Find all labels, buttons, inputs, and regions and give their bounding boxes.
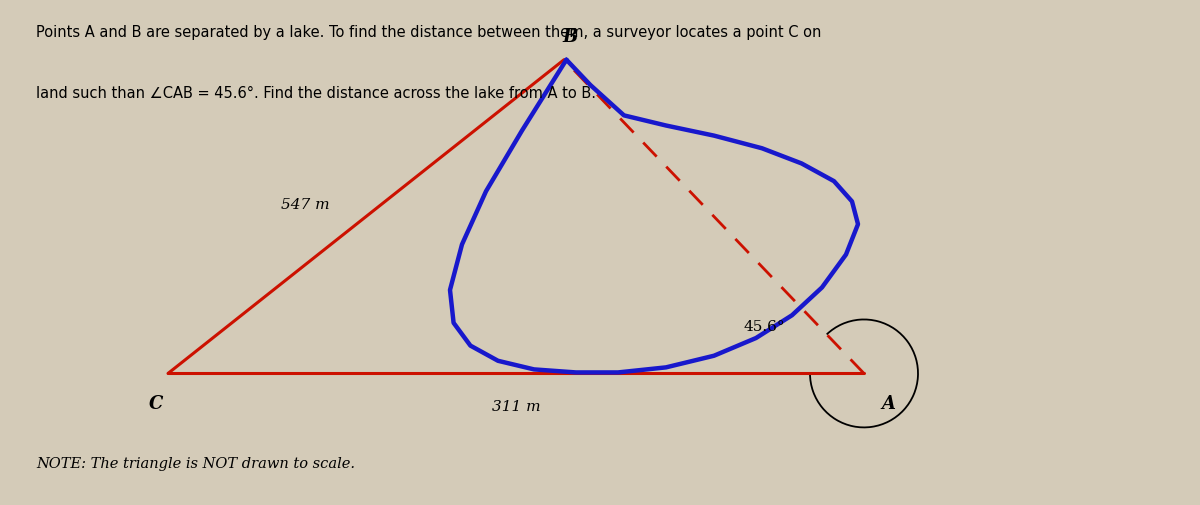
Text: B: B: [563, 27, 577, 45]
Text: 547 m: 547 m: [281, 197, 330, 212]
Text: land such than ∠CAB = 45.6°. Find the distance across the lake from A to B.: land such than ∠CAB = 45.6°. Find the di…: [36, 86, 596, 101]
Text: 311 m: 311 m: [492, 399, 540, 413]
Text: A: A: [881, 394, 895, 412]
Text: Points A and B are separated by a lake. To find the distance between them, a sur: Points A and B are separated by a lake. …: [36, 25, 821, 40]
Text: C: C: [149, 394, 163, 412]
Text: NOTE: The triangle is NOT drawn to scale.: NOTE: The triangle is NOT drawn to scale…: [36, 456, 355, 470]
Text: 45.6°: 45.6°: [744, 319, 786, 333]
